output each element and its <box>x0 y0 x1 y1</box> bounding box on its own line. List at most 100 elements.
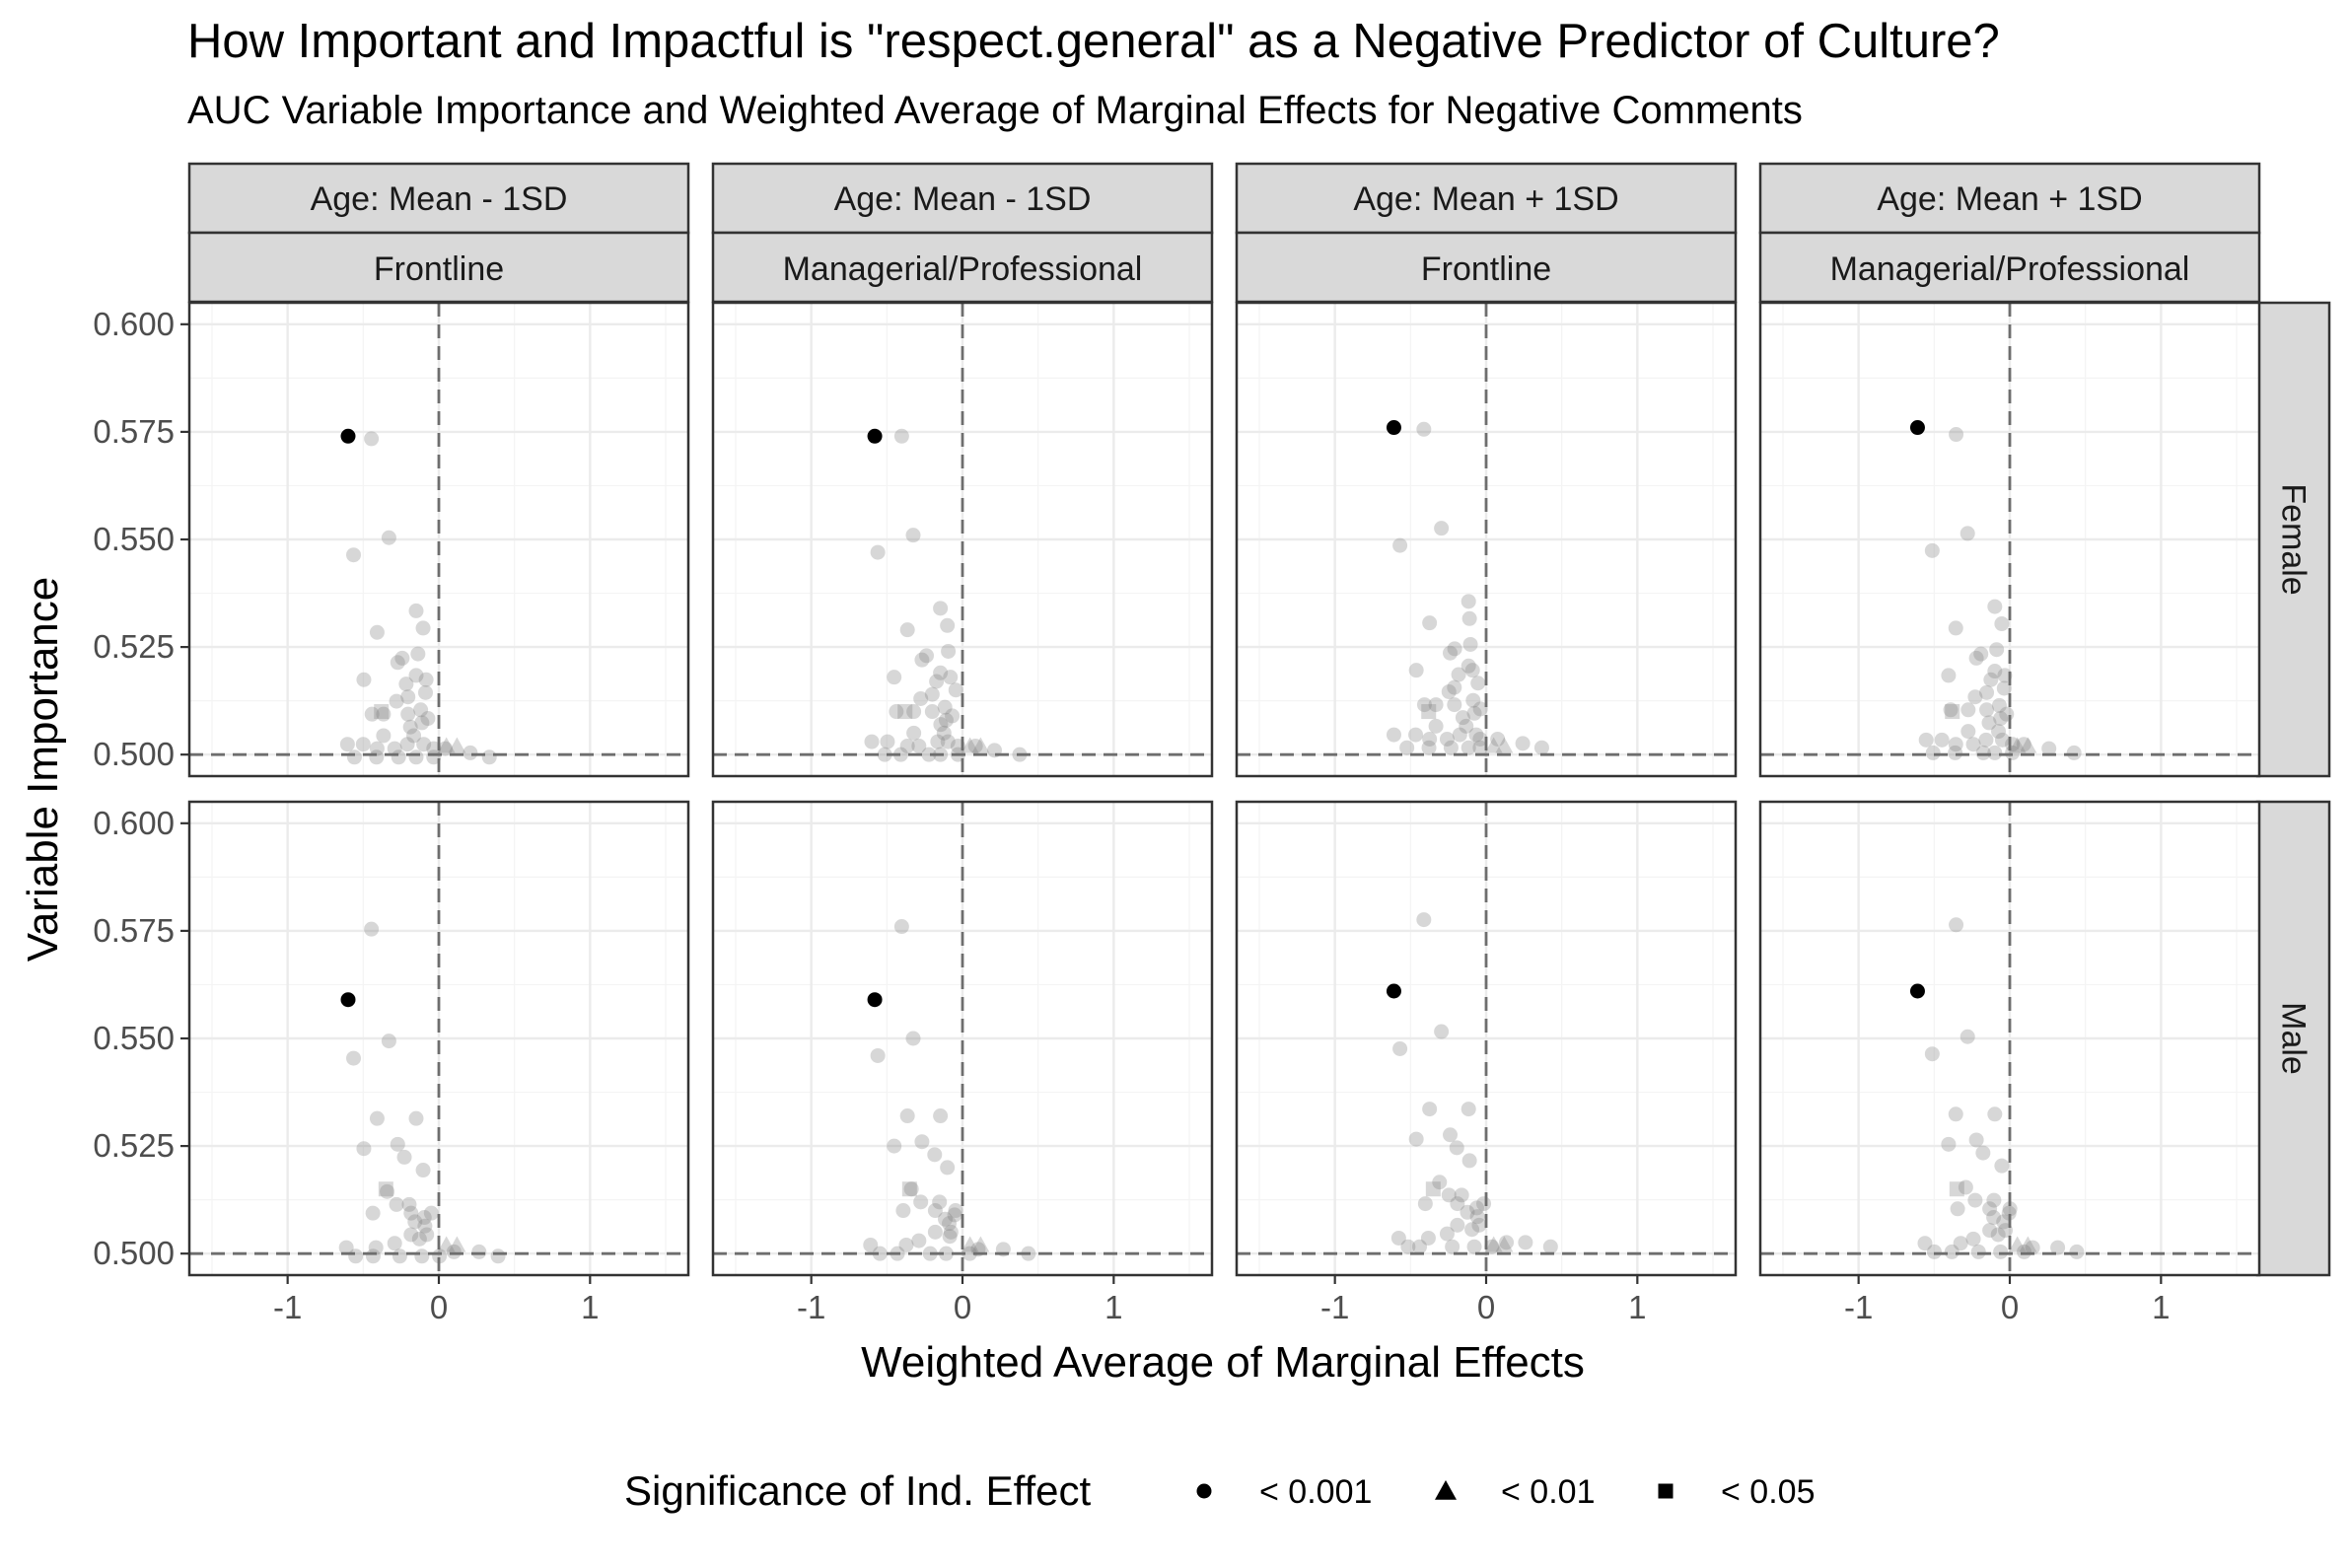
data-point <box>899 622 915 638</box>
data-point <box>911 738 927 753</box>
data-point <box>899 738 915 753</box>
data-point <box>1439 1226 1455 1242</box>
data-point <box>1924 542 1940 558</box>
data-point <box>426 741 442 756</box>
highlight-point <box>1909 983 1925 999</box>
data-point <box>942 1216 958 1232</box>
highlight-point <box>340 992 356 1008</box>
legend-label: < 0.05 <box>1721 1473 1815 1511</box>
y-tick-label: 0.575 <box>93 413 175 450</box>
data-point <box>1917 1236 1933 1251</box>
data-point <box>914 652 930 668</box>
data-point <box>1392 1040 1408 1056</box>
data-point <box>1441 1187 1457 1203</box>
data-point-triangle <box>1484 737 1503 753</box>
data-point <box>1412 1239 1428 1254</box>
data-point <box>1472 740 1488 755</box>
data-point <box>933 717 949 733</box>
data-point <box>1470 676 1486 691</box>
data-point <box>1975 745 1991 760</box>
data-point <box>406 728 422 744</box>
highlight-point <box>1386 983 1401 999</box>
data-point <box>1390 1230 1406 1246</box>
data-point <box>401 1196 417 1212</box>
data-point <box>346 1050 362 1066</box>
data-point <box>940 734 956 749</box>
data-point-triangle <box>1495 1236 1514 1252</box>
data-point <box>408 603 424 618</box>
data-point <box>365 1248 381 1264</box>
data-point <box>927 1224 943 1240</box>
data-point <box>399 737 415 752</box>
data-point <box>403 1205 419 1221</box>
highlight-point <box>867 992 883 1008</box>
facet-panel <box>711 301 1214 778</box>
x-tick-label: 1 <box>581 1289 599 1325</box>
strip-bottom <box>1235 231 1738 304</box>
data-point <box>481 749 497 765</box>
data-point <box>1472 731 1488 747</box>
data-point <box>387 741 402 756</box>
data-point <box>911 1233 927 1248</box>
data-point <box>418 684 434 700</box>
data-point <box>408 1110 424 1126</box>
strip-right-label: Female <box>2275 483 2313 595</box>
data-point <box>1960 702 1976 718</box>
data-point <box>936 725 952 741</box>
data-point <box>895 1203 911 1219</box>
data-point <box>417 1218 433 1234</box>
x-tick-label: 0 <box>954 1289 971 1325</box>
data-point <box>1948 620 1963 636</box>
x-tick-label: -1 <box>273 1289 302 1325</box>
strip-right <box>2255 301 2331 778</box>
data-point <box>1452 727 1467 743</box>
data-point <box>1455 710 1470 726</box>
data-point <box>893 919 909 935</box>
data-point-triangle <box>2008 737 2027 753</box>
data-point-square <box>897 704 913 720</box>
data-point <box>906 725 922 741</box>
data-point <box>1982 1201 1998 1217</box>
data-point <box>962 1246 977 1261</box>
data-point <box>437 741 453 756</box>
data-point <box>1408 727 1424 743</box>
data-point <box>1948 737 1963 752</box>
data-point-square <box>1949 1181 1964 1197</box>
data-point <box>1439 731 1455 747</box>
data-point <box>872 1246 888 1261</box>
data-point <box>1443 1127 1459 1143</box>
data-point <box>1476 1196 1492 1212</box>
data-point <box>2017 1244 2032 1259</box>
data-point-square <box>1421 704 1437 720</box>
data-point <box>941 643 957 659</box>
data-point <box>381 1033 396 1049</box>
data-point <box>1986 1210 2002 1226</box>
data-point-square <box>901 1181 917 1197</box>
strip-bottom <box>1758 231 2261 304</box>
data-point <box>905 528 921 543</box>
data-point <box>1447 697 1462 713</box>
data-point <box>1422 615 1438 631</box>
data-point <box>914 1134 930 1150</box>
data-point <box>1924 1046 1940 1062</box>
data-point <box>1484 1239 1500 1254</box>
highlight-point <box>1386 420 1401 436</box>
data-point-square <box>374 704 390 720</box>
data-point <box>1447 679 1462 695</box>
data-point <box>938 1211 954 1227</box>
data-point <box>1468 727 1484 743</box>
y-tick-label: 0.600 <box>93 306 175 342</box>
data-point <box>2041 741 2057 756</box>
y-tick-label: 0.525 <box>93 1127 175 1164</box>
strip-top-label: Age: Mean + 1SD <box>1353 180 1618 218</box>
data-point <box>1451 667 1466 682</box>
x-tick-label: -1 <box>1320 1289 1349 1325</box>
data-point-triangle <box>437 1236 456 1252</box>
data-point <box>390 655 405 671</box>
data-point <box>1445 1239 1460 1254</box>
data-point-triangle <box>448 737 466 753</box>
data-point <box>1466 705 1482 721</box>
data-point <box>870 544 886 560</box>
data-point <box>1459 718 1474 734</box>
data-point <box>919 648 935 664</box>
